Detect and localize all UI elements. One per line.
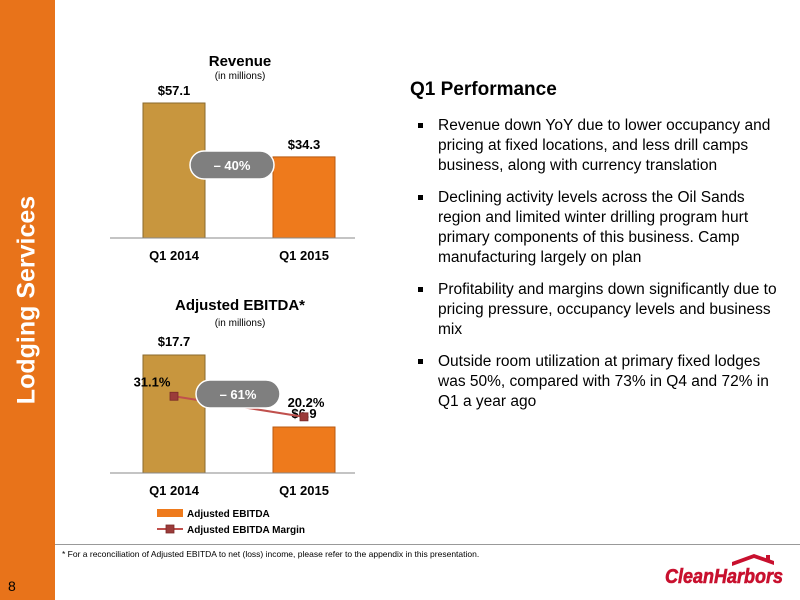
revenue-category-label: Q1 2015 [279, 248, 329, 263]
ebitda-category-label: Q1 2014 [149, 483, 200, 498]
margin-value-label: 31.1% [134, 374, 171, 389]
ebitda-category-label: Q1 2015 [279, 483, 329, 498]
bullet-marker [418, 123, 423, 128]
ebitda-change-label: – 61% [220, 387, 257, 402]
revenue-value-label: $34.3 [288, 137, 321, 152]
bullet-item: Revenue down YoY due to lower occupancy … [418, 116, 790, 176]
bullet-item: Profitability and margins down significa… [418, 280, 790, 340]
logo-text: CleanHarbors [665, 566, 783, 588]
page-number: 8 [8, 578, 16, 594]
legend-swatch-marker [165, 524, 175, 534]
legend-swatch-bar [157, 509, 183, 517]
revenue-chart: Revenue (in millions) $57.1 Q1 2014 $34.3 Q… [110, 53, 355, 263]
bullet-text: Profitability and margins down significa… [438, 281, 777, 338]
ebitda-bar [142, 354, 206, 474]
ebitda-change-badge: – 61% [195, 379, 281, 409]
section-title: Lodging Services [12, 195, 41, 405]
legend-label-bar: Adjusted EBITDA [187, 509, 270, 520]
bullet-item: Outside room utilization at primary fixe… [418, 352, 790, 412]
bullet-item: Declining activity levels across the Oil… [418, 188, 790, 268]
revenue-change-badge: – 40% [189, 150, 275, 180]
margin-value-label: 20.2% [288, 395, 325, 410]
bullet-text: Revenue down YoY due to lower occupancy … [438, 117, 771, 174]
revenue-chart-title: Revenue [209, 53, 272, 70]
footnote: * For a reconciliation of Adjusted EBITD… [62, 549, 480, 559]
footnote-divider [55, 544, 800, 545]
bullet-marker [418, 359, 423, 364]
revenue-bar [272, 156, 336, 239]
ebitda-chart-subtitle: (in millions) [215, 318, 266, 329]
ebitda-legend: Adjusted EBITDA Adjusted EBITDA Margin [157, 509, 305, 536]
revenue-chart-subtitle: (in millions) [215, 71, 266, 82]
company-logo: CleanHarbors [665, 554, 783, 588]
sidebar: Lodging Services 8 [0, 0, 55, 600]
performance-title: Q1 Performance [410, 79, 557, 100]
ebitda-chart: Adjusted EBITDA* (in millions) $17.7 Q1 2… [110, 297, 355, 536]
revenue-value-label: $57.1 [158, 83, 191, 98]
legend-label-line: Adjusted EBITDA Margin [187, 525, 305, 536]
performance-bullets: Revenue down YoY due to lower occupancy … [418, 116, 790, 424]
bullet-text: Declining activity levels across the Oil… [438, 189, 749, 266]
ebitda-chart-title: Adjusted EBITDA* [175, 297, 305, 314]
margin-point [169, 391, 179, 401]
revenue-category-label: Q1 2014 [149, 248, 200, 263]
bullet-marker [418, 287, 423, 292]
ebitda-value-label: $17.7 [158, 334, 191, 349]
margin-point [299, 412, 309, 422]
revenue-change-label: – 40% [214, 158, 251, 173]
ebitda-bar [272, 426, 336, 474]
bullet-marker [418, 195, 423, 200]
bullet-text: Outside room utilization at primary fixe… [438, 353, 769, 410]
